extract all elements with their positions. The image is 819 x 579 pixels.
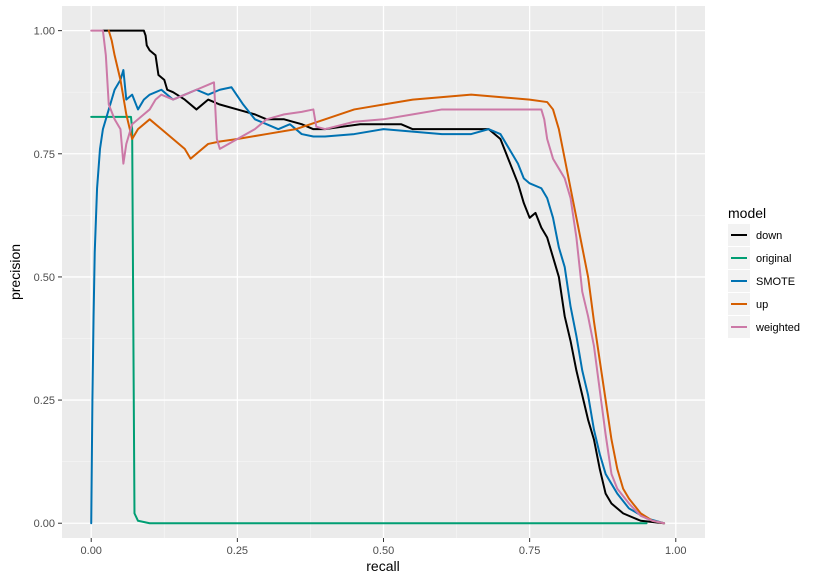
y-tick-label: 1.00 <box>34 26 55 38</box>
legend-label-down: down <box>756 230 782 242</box>
x-tick-label: 0.25 <box>227 545 248 557</box>
x-tick-label: 1.00 <box>665 545 686 557</box>
series-line-original <box>90 115 648 525</box>
y-axis: 0.00 0.25 0.50 0.75 1.00 <box>34 26 62 530</box>
x-tick-label: 0.50 <box>373 545 394 557</box>
x-axis-title: recall <box>366 558 399 574</box>
series-lines <box>90 29 666 525</box>
y-tick-label: 0.75 <box>34 149 55 161</box>
series-line-weighted <box>90 29 666 525</box>
legend-label-weighted: weighted <box>755 322 800 334</box>
legend-title: model <box>728 205 766 221</box>
x-tick-label: 0.75 <box>519 545 540 557</box>
y-tick-label: 0.50 <box>34 272 55 284</box>
x-axis: 0.00 0.25 0.50 0.75 1.00 <box>81 538 686 557</box>
series-line-down <box>101 29 666 525</box>
legend-label-original: original <box>756 253 791 265</box>
y-axis-title: precision <box>7 244 23 300</box>
legend-label-smote: SMOTE <box>756 276 795 288</box>
y-tick-label: 0.25 <box>34 395 55 407</box>
series-line-smote <box>90 69 666 525</box>
legend-label-up: up <box>756 299 768 311</box>
series-line-up <box>107 29 666 525</box>
legend: model down original SMOTE up weighted <box>728 205 800 338</box>
y-tick-label: 0.00 <box>34 518 55 530</box>
x-tick-label: 0.00 <box>81 545 102 557</box>
